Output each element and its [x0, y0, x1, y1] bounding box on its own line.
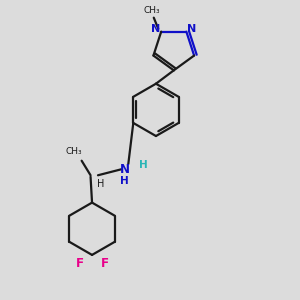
Text: N: N	[151, 24, 160, 34]
Text: F: F	[100, 257, 109, 270]
Text: N: N	[120, 163, 130, 176]
Text: H: H	[139, 160, 148, 170]
Text: N: N	[187, 24, 196, 34]
Text: F: F	[76, 257, 84, 270]
Text: CH₃: CH₃	[65, 147, 82, 156]
Text: H: H	[120, 176, 128, 186]
Text: CH₃: CH₃	[144, 6, 160, 15]
Text: H: H	[97, 179, 105, 189]
